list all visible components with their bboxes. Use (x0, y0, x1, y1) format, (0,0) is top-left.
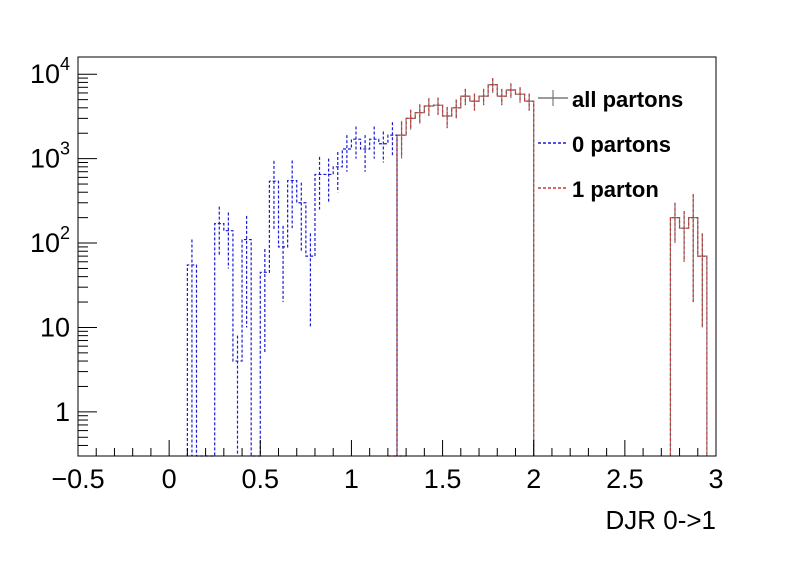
x-tick-label: 1.5 (424, 464, 462, 494)
series-step-line (387, 84, 708, 457)
x-tick-label: 2.5 (606, 464, 644, 494)
legend-label: 1 parton (572, 177, 659, 202)
x-tick-label: 1 (344, 464, 359, 494)
x-tick-label: 2 (526, 464, 541, 494)
y-tick-label: 10 (40, 312, 70, 342)
legend-entry: 0 partons (538, 132, 671, 157)
series-1-parton (387, 78, 708, 457)
x-axis-title: DJR 0->1 (605, 505, 716, 535)
y-tick-label: 102 (30, 223, 70, 258)
legend-label: 0 partons (572, 132, 671, 157)
x-tick-label: 0 (162, 464, 177, 494)
x-tick-label: 0.5 (242, 464, 280, 494)
legend: all partons 0 partons 1 parton (538, 87, 683, 202)
x-tick-label: −0.5 (51, 464, 104, 494)
x-tick-label: 3 (708, 464, 723, 494)
legend-label: all partons (572, 87, 683, 112)
series-0-partons (186, 122, 407, 457)
legend-entry: all partons (538, 87, 683, 112)
series-layer (186, 78, 708, 457)
legend-entry: 1 parton (538, 177, 659, 202)
y-tick-label: 1 (55, 397, 70, 427)
series-step-line (186, 134, 407, 457)
